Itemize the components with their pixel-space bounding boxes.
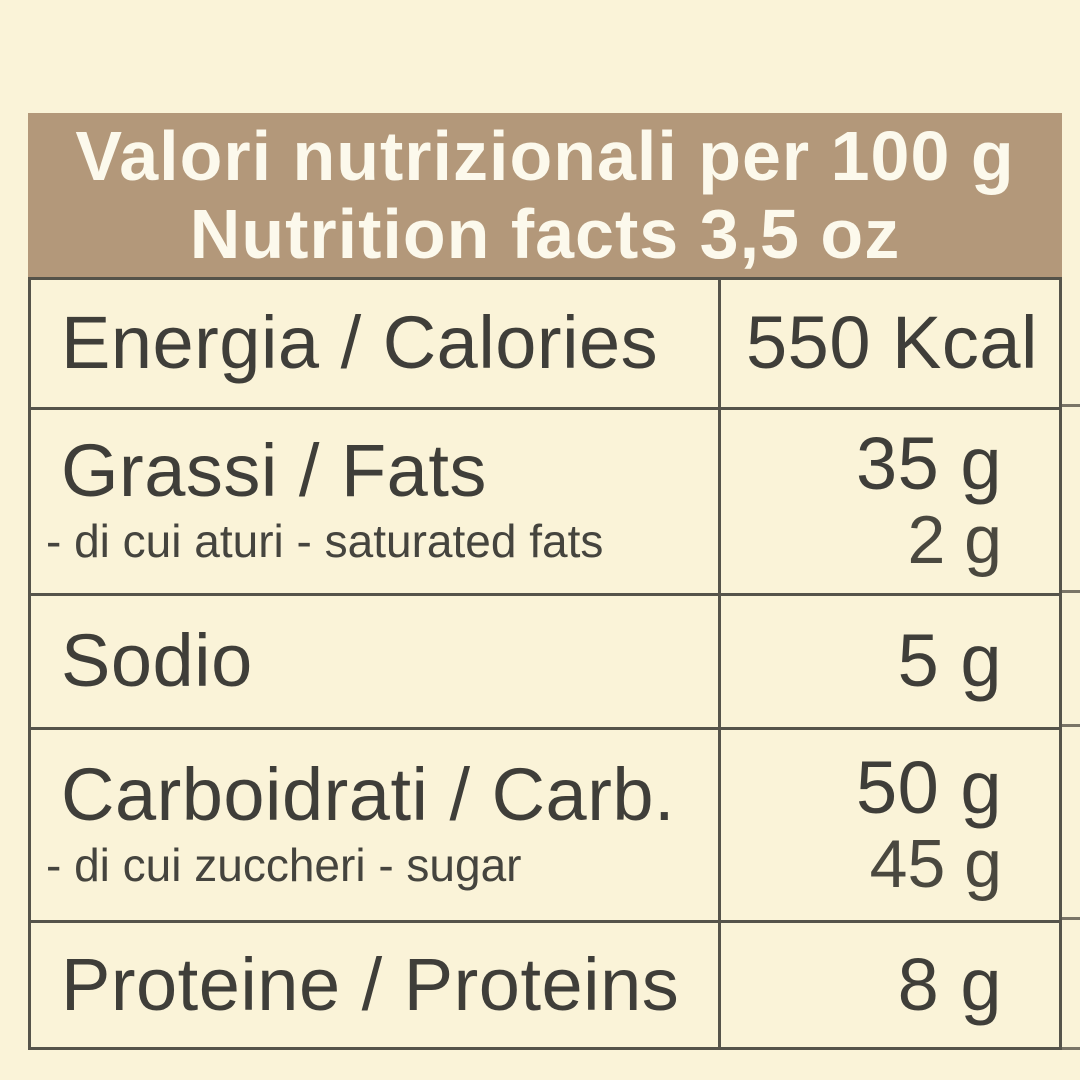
fats-label-cell: Grassi / Fats - di cui aturi - saturated… — [31, 410, 718, 593]
fats-value: 35 g — [855, 422, 1002, 506]
saturated-fats-value: 2 g — [907, 502, 1002, 579]
carbohydrates-value-cell: 50 g 45 g — [718, 730, 1059, 920]
proteins-label-cell: Proteine / Proteins — [31, 923, 718, 1047]
table-row-proteins: Proteine / Proteins 8 g — [31, 923, 1059, 1047]
fats-label: Grassi / Fats — [61, 429, 487, 513]
proteins-label: Proteine / Proteins — [61, 942, 680, 1026]
carbohydrates-label: Carboidrati / Carb. — [61, 752, 676, 836]
carbohydrates-value: 50 g — [855, 745, 1002, 829]
grid-line-stub — [1062, 724, 1080, 727]
table-header: Valori nutrizionali per 100 g Nutrition … — [28, 113, 1062, 277]
table-row-carbohydrates: Carboidrati / Carb. - di cui zuccheri - … — [31, 730, 1059, 923]
sugars-label: - di cui zuccheri - sugar — [46, 838, 522, 891]
energy-value: 550 Kcal — [746, 301, 1038, 385]
energy-label: Energia / Calories — [61, 301, 659, 385]
grid-line-stub — [1062, 590, 1080, 593]
sodium-label-cell: Sodio — [31, 596, 718, 727]
saturated-fats-label: - di cui aturi - saturated fats — [46, 515, 604, 568]
proteins-value: 8 g — [897, 942, 1002, 1026]
sodium-label: Sodio — [61, 619, 253, 703]
header-title-italian: Valori nutrizionali per 100 g — [75, 117, 1015, 195]
nutrition-table: Energia / Calories 550 Kcal Grassi / Fat… — [28, 277, 1062, 1050]
carbohydrates-label-cell: Carboidrati / Carb. - di cui zuccheri - … — [31, 730, 718, 920]
proteins-value-cell: 8 g — [718, 923, 1059, 1047]
table-row-energy: Energia / Calories 550 Kcal — [31, 280, 1059, 410]
sodium-value: 5 g — [897, 619, 1002, 703]
table-row-fats: Grassi / Fats - di cui aturi - saturated… — [31, 410, 1059, 596]
energy-label-cell: Energia / Calories — [31, 280, 718, 407]
sugars-value: 45 g — [869, 825, 1002, 902]
header-title-english: Nutrition facts 3,5 oz — [189, 195, 901, 273]
grid-line-stub — [1062, 917, 1080, 920]
grid-line-stub — [1062, 1047, 1080, 1050]
grid-line-stub — [1062, 404, 1080, 407]
fats-value-cell: 35 g 2 g — [718, 410, 1059, 593]
sodium-value-cell: 5 g — [718, 596, 1059, 727]
energy-value-cell: 550 Kcal — [718, 280, 1059, 407]
table-row-sodium: Sodio 5 g — [31, 596, 1059, 730]
